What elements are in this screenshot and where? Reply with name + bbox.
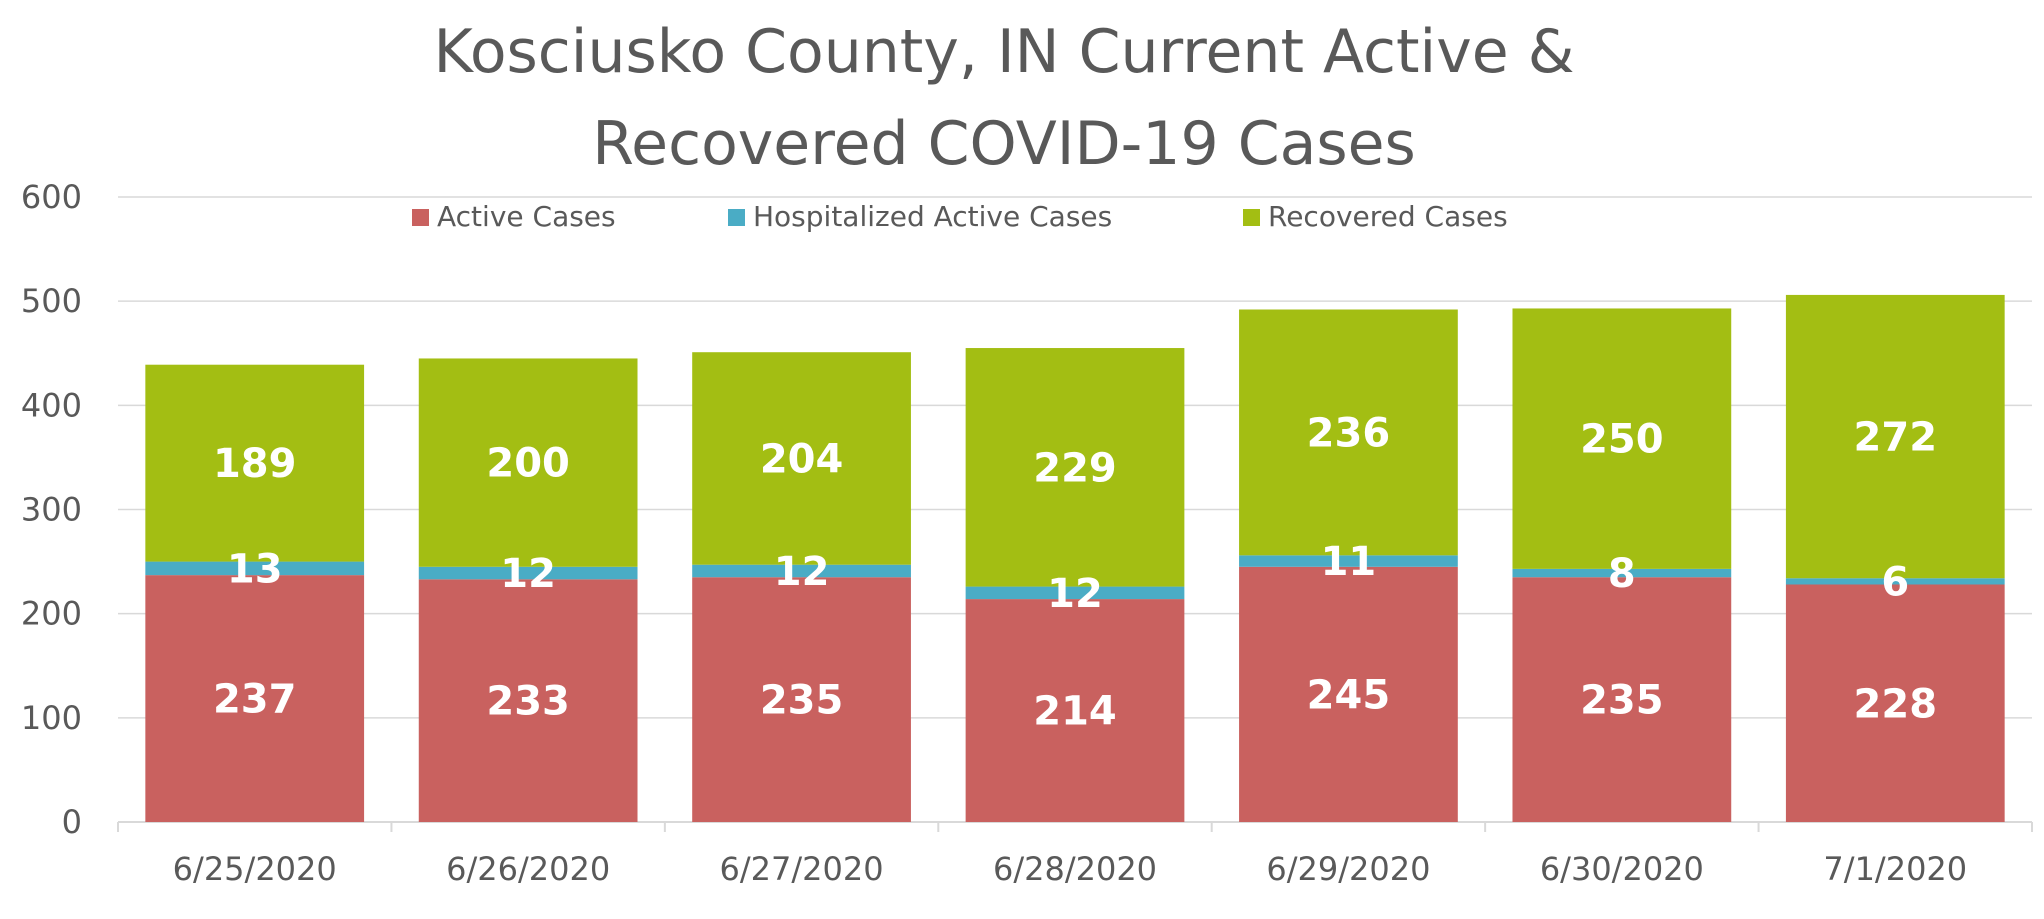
legend-swatch xyxy=(728,209,745,226)
data-label: 204 xyxy=(760,436,844,482)
x-tick-label: 6/25/2020 xyxy=(173,850,337,888)
data-label: 13 xyxy=(227,546,283,592)
x-tick-label: 6/29/2020 xyxy=(1266,850,1430,888)
bar-segment xyxy=(418,358,638,567)
legend-swatch xyxy=(412,209,429,226)
data-label: 228 xyxy=(1854,681,1938,727)
bar-segment xyxy=(1512,577,1732,822)
data-label: 237 xyxy=(213,677,297,723)
data-label: 12 xyxy=(774,549,830,595)
bar-segment xyxy=(418,579,638,822)
bar-segment xyxy=(418,566,638,580)
bar-segment xyxy=(965,348,1185,587)
data-label: 236 xyxy=(1307,410,1391,456)
x-tick-label: 6/27/2020 xyxy=(720,850,884,888)
x-axis-ticks: 6/25/2020 6/26/2020 6/27/2020 6/28/2020 6/29… xyxy=(173,850,1967,888)
legend-label: Hospitalized Active Cases xyxy=(753,200,1112,233)
data-label: 250 xyxy=(1580,417,1664,463)
bar-segment xyxy=(1239,309,1458,556)
legend-label: Recovered Cases xyxy=(1268,200,1508,233)
x-tick-label: 6/28/2020 xyxy=(993,850,1157,888)
bars xyxy=(145,294,2005,822)
bar-segment xyxy=(145,364,365,562)
y-tick-label: 400 xyxy=(21,386,82,424)
data-label: 11 xyxy=(1321,539,1377,585)
bar-segment xyxy=(692,577,911,822)
y-tick-label: 500 xyxy=(21,282,82,320)
bar-segment xyxy=(965,586,1185,600)
bar-segment xyxy=(1512,568,1732,578)
y-tick-label: 300 xyxy=(21,491,82,529)
y-tick-label: 100 xyxy=(21,699,82,737)
bar-segment xyxy=(1785,584,2005,822)
bar-segment xyxy=(1512,308,1732,569)
bar-segment xyxy=(1785,578,2005,585)
x-tick-label: 6/30/2020 xyxy=(1540,850,1704,888)
data-labels: 237 13 189 233 12 200 235 12 204 214 12 229 245 11 236… xyxy=(213,410,1937,734)
bar-segment xyxy=(145,561,365,576)
bar-segment xyxy=(1239,566,1458,822)
data-label: 200 xyxy=(486,441,570,487)
bar-segment xyxy=(145,575,365,822)
y-tick-label: 200 xyxy=(21,595,82,633)
data-label: 214 xyxy=(1033,689,1117,735)
data-label: 8 xyxy=(1608,551,1636,597)
data-label: 6 xyxy=(1881,559,1909,605)
bar-segment xyxy=(1785,294,2005,579)
data-label: 272 xyxy=(1854,415,1938,461)
x-tick-label: 7/1/2020 xyxy=(1823,850,1967,888)
bar-segment xyxy=(1239,555,1458,567)
chart-title-line-1: Kosciusko County, IN Current Active & xyxy=(433,17,1574,87)
legend-label: Active Cases xyxy=(437,200,616,233)
y-tick-label: 600 xyxy=(21,178,82,216)
x-tick-label: 6/26/2020 xyxy=(446,850,610,888)
data-label: 233 xyxy=(486,679,570,725)
data-label: 189 xyxy=(213,441,297,487)
data-label: 245 xyxy=(1307,672,1391,718)
bar-segment xyxy=(692,564,911,578)
y-axis-ticks: 0 100 200 300 400 500 600 xyxy=(21,178,82,841)
data-label: 12 xyxy=(1047,571,1103,617)
bar-segment xyxy=(965,599,1185,822)
legend: Active Cases Hospitalized Active Cases Rec… xyxy=(412,200,1508,233)
data-label: 229 xyxy=(1033,445,1117,491)
bar-segment xyxy=(692,352,911,565)
data-label: 235 xyxy=(1580,678,1664,724)
data-label: 235 xyxy=(760,678,844,724)
data-label: 12 xyxy=(500,551,556,597)
legend-swatch xyxy=(1243,209,1260,226)
y-tick-label: 0 xyxy=(62,803,82,841)
chart-title-line-2: Recovered COVID-19 Cases xyxy=(592,109,1416,179)
